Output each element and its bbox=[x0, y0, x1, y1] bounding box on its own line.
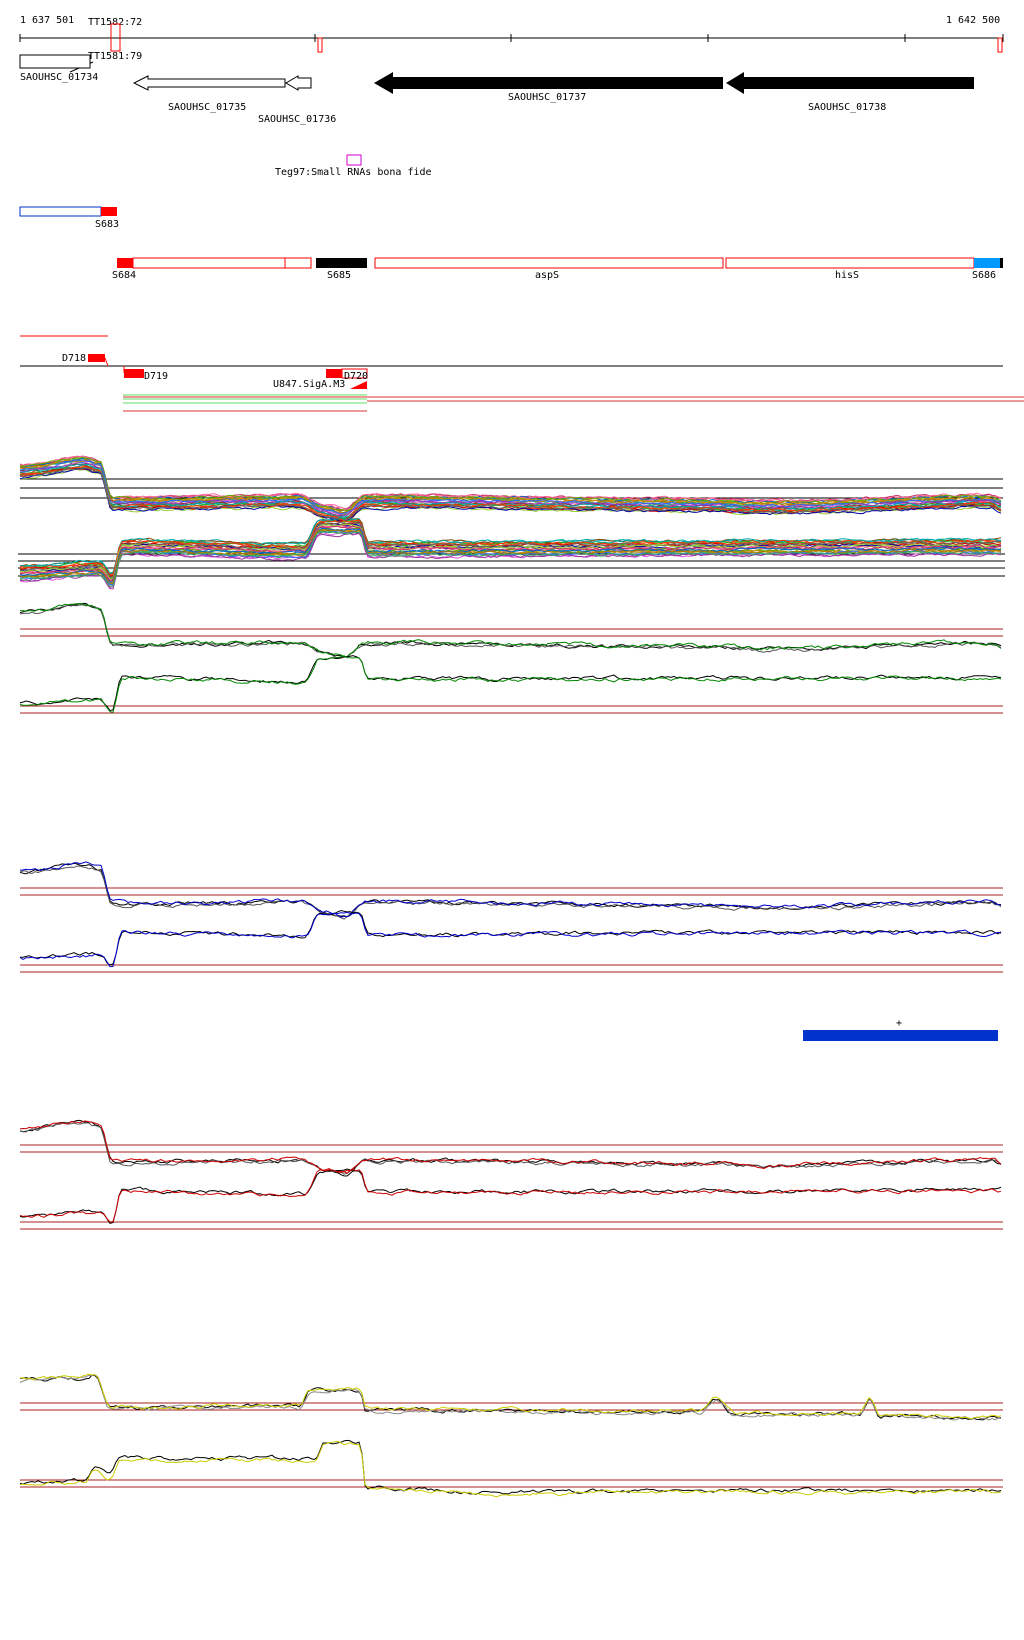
segment-s686-end[interactable] bbox=[1000, 258, 1003, 268]
profile-line bbox=[19, 467, 1002, 521]
profile-line bbox=[19, 459, 1002, 515]
region-d719[interactable] bbox=[124, 369, 144, 378]
profile-line bbox=[19, 467, 1002, 523]
profile-line bbox=[19, 467, 1002, 520]
segment-hiss-label: hisS bbox=[835, 270, 859, 281]
profile-line bbox=[19, 529, 1002, 584]
profile-line bbox=[20, 602, 1002, 658]
profile-line bbox=[19, 862, 1002, 918]
region-d720-label: D720 bbox=[344, 371, 368, 382]
region-d720[interactable] bbox=[341, 368, 368, 379]
gene-track: SAOUHSC_01734 SAOUHSC_01735 SAOUHSC_0173… bbox=[19, 54, 974, 125]
terminator-tt1582-label: TT1582:72 bbox=[88, 17, 142, 28]
gene-saouhsc-01738-label: SAOUHSC_01738 bbox=[808, 102, 886, 113]
profile-line bbox=[19, 521, 1002, 579]
gene-saouhsc-01737[interactable] bbox=[374, 72, 723, 94]
plus-strand-marker: + bbox=[896, 1018, 902, 1029]
srna-teg97[interactable] bbox=[346, 154, 362, 166]
profile-line bbox=[19, 463, 1002, 519]
expression-track-yellow bbox=[19, 1373, 1003, 1498]
profile-line bbox=[19, 1440, 1002, 1498]
ruler-end-label: 1 642 500 bbox=[946, 15, 1000, 26]
region-d718-label: D718 bbox=[62, 353, 86, 364]
profile-line bbox=[19, 1374, 1002, 1421]
profile-line bbox=[19, 1168, 1002, 1223]
gene-saouhsc-01734-label: SAOUHSC_01734 bbox=[20, 72, 98, 83]
profile-line bbox=[19, 911, 1002, 968]
profile-line bbox=[19, 655, 1002, 713]
segment-hiss[interactable] bbox=[725, 257, 975, 269]
expression-track-red bbox=[19, 1119, 1003, 1230]
gene-saouhsc-01735[interactable] bbox=[132, 75, 286, 91]
segment-asps[interactable] bbox=[374, 257, 724, 269]
profile-line bbox=[19, 518, 1002, 574]
profile-line bbox=[19, 603, 1002, 659]
terminator-tt1581-label: TT1581:79 bbox=[88, 51, 142, 62]
segment-s684-label: S684 bbox=[112, 270, 136, 281]
gene-saouhsc-01736[interactable] bbox=[285, 75, 312, 91]
profile-line bbox=[19, 459, 1002, 515]
profile-line bbox=[20, 909, 1002, 966]
segment-s684-body[interactable] bbox=[132, 257, 286, 269]
profile-line bbox=[19, 465, 1002, 521]
expression-track-all-conditions bbox=[18, 455, 1005, 590]
terminator-mark[interactable] bbox=[997, 37, 1003, 53]
segment-s684-tail[interactable] bbox=[284, 257, 312, 269]
region-d718[interactable] bbox=[88, 354, 105, 362]
terminator-tt1582[interactable] bbox=[110, 23, 121, 52]
profile-line bbox=[19, 1168, 1002, 1224]
srna-teg97-label: Teg97:Small RNAs bona fide bbox=[275, 167, 432, 178]
expression-track-blue: + bbox=[19, 861, 1003, 1041]
segment-s683-region[interactable] bbox=[19, 206, 102, 217]
profile-line bbox=[19, 602, 1002, 658]
segment-s686[interactable] bbox=[974, 258, 1000, 268]
segment-s685-label: S685 bbox=[327, 270, 351, 281]
region-d719-label: D719 bbox=[144, 371, 168, 382]
terminator-mark[interactable] bbox=[317, 37, 323, 53]
profile-line bbox=[19, 519, 1002, 576]
ruler-start-label: 1 637 501 bbox=[20, 15, 74, 26]
profile-line bbox=[19, 1119, 1001, 1177]
profile-line bbox=[19, 456, 1002, 512]
profile-line bbox=[19, 517, 1002, 574]
differential-region-track: D718 D719 U847.SigA.M3 D720 bbox=[20, 335, 1024, 412]
profile-line bbox=[19, 532, 1002, 590]
segment-s683[interactable] bbox=[101, 207, 117, 216]
srna-track: Teg97:Small RNAs bona fide bbox=[275, 154, 432, 178]
region-u847-label: U847.SigA.M3 bbox=[273, 379, 345, 390]
gene-saouhsc-01734[interactable] bbox=[19, 54, 91, 69]
expression-track-green bbox=[19, 602, 1003, 714]
profile-line bbox=[19, 526, 1002, 581]
profile-line bbox=[19, 655, 1002, 712]
segment-asps-label: aspS bbox=[535, 270, 559, 281]
segment-track: S683 S684 S685 aspS hisS S686 bbox=[19, 206, 1003, 281]
profile-line bbox=[19, 865, 1002, 920]
blue-feature-bar[interactable] bbox=[803, 1030, 998, 1041]
segment-s686-label: S686 bbox=[972, 270, 996, 281]
gene-saouhsc-01736-label: SAOUHSC_01736 bbox=[258, 114, 336, 125]
region-u847[interactable] bbox=[326, 369, 342, 378]
gene-saouhsc-01737-label: SAOUHSC_01737 bbox=[508, 92, 586, 103]
region-marker-triangle bbox=[350, 381, 367, 389]
segment-s685[interactable] bbox=[316, 258, 367, 268]
coordinate-ruler: 1 637 501 1 642 500 TT1582:72 bbox=[19, 15, 1004, 42]
profile-line bbox=[19, 455, 1002, 510]
gene-saouhsc-01735-label: SAOUHSC_01735 bbox=[168, 102, 246, 113]
segment-s684[interactable] bbox=[117, 258, 133, 268]
profile-line bbox=[19, 1121, 1002, 1175]
profile-line bbox=[19, 861, 1002, 918]
gene-saouhsc-01738[interactable] bbox=[726, 72, 974, 94]
segment-s683-label: S683 bbox=[95, 219, 119, 230]
profile-line bbox=[19, 1373, 1002, 1420]
terminator-track: TT1581:79 bbox=[69, 23, 1003, 73]
profile-line bbox=[19, 530, 1002, 586]
profile-line bbox=[19, 1439, 1002, 1495]
profile-line bbox=[19, 530, 1002, 587]
profile-line bbox=[19, 1120, 1002, 1174]
